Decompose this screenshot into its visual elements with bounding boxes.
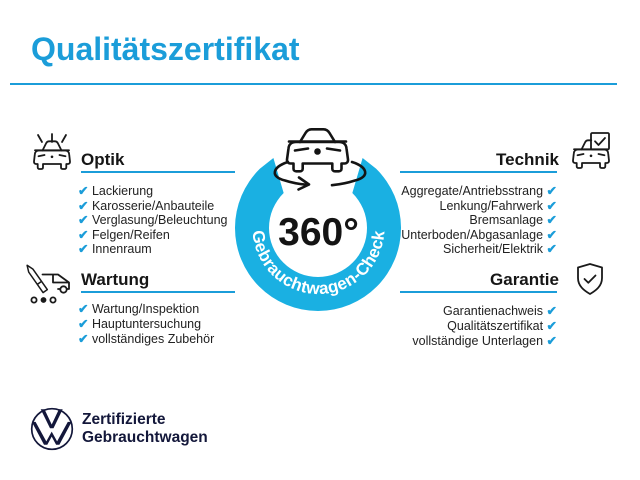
- svg-text:360°: 360°: [278, 211, 359, 254]
